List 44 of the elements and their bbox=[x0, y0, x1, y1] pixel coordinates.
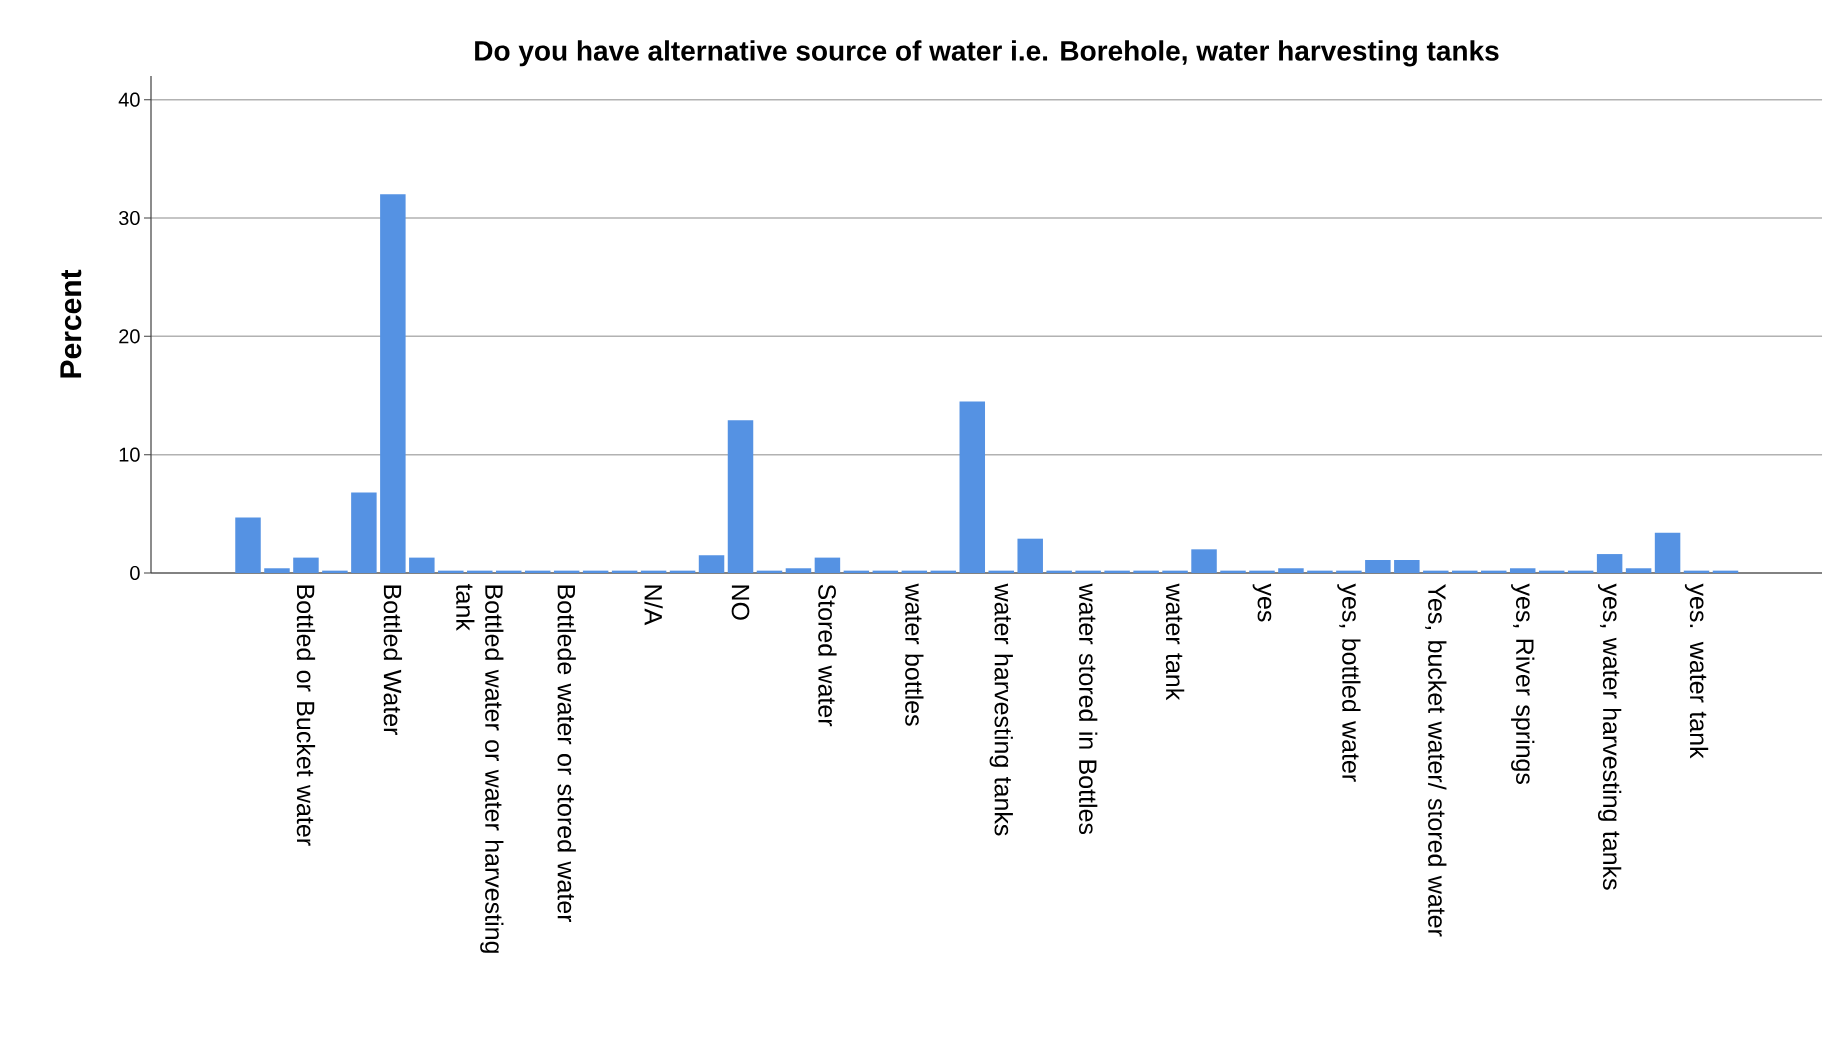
y-tick-label: 10 bbox=[119, 447, 140, 462]
x-tick-label: Bottled Water bbox=[383, 585, 403, 736]
bar bbox=[264, 568, 290, 573]
bar bbox=[1596, 554, 1623, 573]
x-tick-label: water harvesting tanks bbox=[989, 583, 1013, 836]
y-tick-label: 20 bbox=[119, 329, 140, 344]
x-tick-label: yes, water harvesting tanks bbox=[1597, 583, 1622, 890]
bar bbox=[959, 401, 986, 573]
bar bbox=[1654, 532, 1681, 573]
bar bbox=[698, 555, 725, 573]
x-tick-label: Bottlede water or stored water bbox=[557, 585, 576, 923]
bar bbox=[1394, 559, 1420, 573]
bar bbox=[785, 568, 812, 573]
bar bbox=[1017, 538, 1043, 573]
x-tick-label: Stored water bbox=[818, 584, 837, 727]
x-tick-label: yes, River springs bbox=[1511, 583, 1535, 785]
x-tick-label: water stored in Bottles bbox=[1078, 583, 1098, 835]
y-tick-label: 40 bbox=[118, 92, 140, 107]
x-tick-label: NO bbox=[731, 585, 750, 620]
x-tick-label: Bottled or Bucket water bbox=[296, 585, 316, 846]
x-tick-label: yes. water tank bbox=[1684, 583, 1709, 759]
x-tick-label: yes bbox=[1252, 583, 1272, 622]
bar bbox=[235, 517, 261, 573]
bar bbox=[1278, 568, 1304, 573]
bar bbox=[351, 492, 377, 573]
bar bbox=[1509, 568, 1536, 573]
bar bbox=[814, 557, 841, 573]
bar bbox=[1191, 549, 1217, 573]
y-tick-label: 30 bbox=[118, 210, 140, 226]
bar bbox=[380, 194, 406, 573]
x-tick-label: Bottled water or water harvesting tank bbox=[456, 583, 504, 953]
y-axis-title: Percent bbox=[60, 269, 82, 378]
x-tick-label: water bottles bbox=[905, 583, 924, 726]
y-tick-label: 0 bbox=[130, 565, 140, 581]
bar bbox=[1625, 568, 1652, 573]
x-tick-label: N/A bbox=[644, 585, 663, 626]
x-tick-label: Yes, bucket water/ stored water bbox=[1425, 584, 1447, 937]
bar bbox=[1365, 559, 1391, 573]
x-tick-label: yes, bottled water bbox=[1337, 583, 1361, 782]
x-tick-label: water tank bbox=[1165, 583, 1185, 701]
bar bbox=[727, 420, 754, 573]
bar bbox=[409, 557, 435, 573]
chart-title: Do you have alternative source of water i.e. Borehole, water harvesting tanks bbox=[475, 40, 1499, 67]
bar bbox=[293, 557, 319, 573]
